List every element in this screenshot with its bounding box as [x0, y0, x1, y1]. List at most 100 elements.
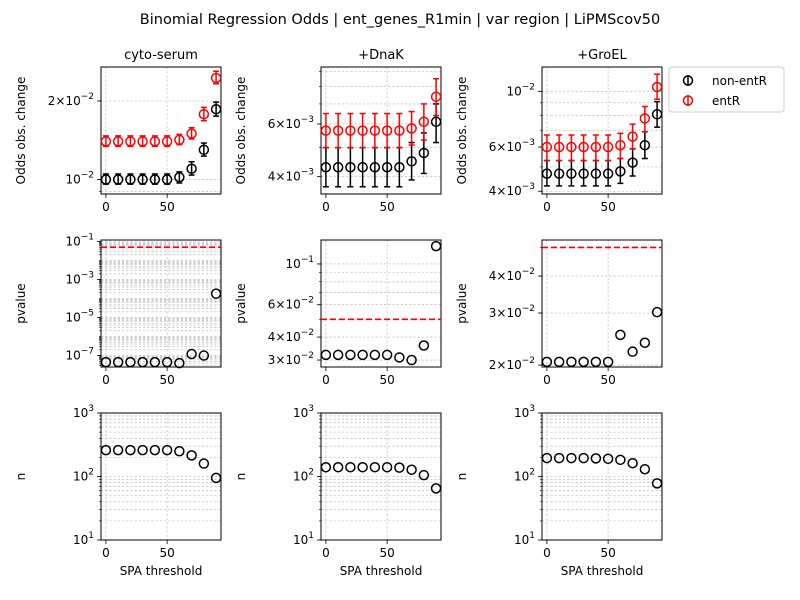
- data-point: [553, 141, 565, 153]
- data-point: [137, 136, 148, 147]
- data-point: [125, 356, 136, 368]
- x-tick-label: 50: [600, 373, 615, 387]
- data-point: [332, 125, 344, 136]
- data-point: [615, 139, 626, 151]
- data-point: [406, 123, 417, 134]
- data-point: [210, 72, 222, 84]
- data-point: [332, 349, 344, 361]
- y-tick-label: 102: [73, 468, 94, 484]
- data-point: [615, 329, 626, 341]
- data-point: [566, 168, 577, 179]
- data-point: [149, 444, 161, 456]
- data-point: [394, 125, 405, 136]
- x-tick-label: 0: [322, 373, 330, 387]
- grid-lines: [99, 67, 221, 194]
- axes-frame: [541, 66, 663, 195]
- series-values: [541, 452, 663, 489]
- axes-frame: [320, 66, 442, 195]
- data-point: [430, 91, 442, 102]
- grid-lines: [99, 240, 221, 367]
- data-point: [174, 357, 185, 369]
- data-point: [541, 141, 553, 153]
- y-tick-label: 103: [514, 404, 535, 420]
- data-point: [553, 168, 565, 179]
- series-entR: [100, 70, 222, 148]
- grid-lines: [540, 67, 662, 194]
- data-point: [406, 156, 417, 167]
- y-tick-label: 6×10−3: [489, 138, 535, 154]
- data-point: [161, 136, 173, 147]
- data-point: [578, 452, 589, 464]
- data-point: [627, 157, 638, 168]
- series-values: [320, 461, 442, 494]
- data-point: [112, 174, 124, 185]
- data-point: [345, 161, 356, 173]
- data-point: [332, 461, 344, 473]
- axes-frame: [541, 239, 663, 368]
- y-axis-label: Odds obs. change: [234, 77, 248, 185]
- data-point: [566, 356, 577, 368]
- x-tick-label: 50: [159, 546, 174, 560]
- data-point: [639, 139, 651, 151]
- panel-pvalue-cyto-serum: 0 50 10−7 10−5 10−3 10−1 pvalue: [14, 233, 222, 387]
- data-point: [320, 161, 332, 173]
- data-point: [418, 340, 430, 351]
- x-tick-label: 0: [543, 373, 551, 387]
- data-point: [149, 174, 161, 185]
- data-point: [541, 452, 553, 464]
- grid-lines: [319, 240, 441, 367]
- data-point: [369, 461, 381, 473]
- y-tick-label: 10−2: [65, 171, 94, 187]
- data-point: [381, 161, 393, 173]
- y-tick-label: 2×10−2: [489, 356, 535, 372]
- x-tick-label: 50: [159, 200, 174, 214]
- x-tick-label: 50: [379, 546, 394, 560]
- x-tick-label: 50: [600, 546, 615, 560]
- data-point: [125, 136, 136, 147]
- data-point: [369, 125, 381, 136]
- x-tick-label: 0: [322, 546, 330, 560]
- data-point: [210, 288, 222, 299]
- data-point: [394, 161, 405, 173]
- data-point: [161, 444, 173, 456]
- data-point: [566, 141, 577, 153]
- data-point: [602, 356, 614, 368]
- y-tick-label: 10−3: [65, 271, 94, 287]
- series-non-entR: [100, 101, 222, 185]
- data-point: [553, 356, 565, 368]
- data-point: [345, 349, 356, 361]
- data-point: [602, 453, 614, 465]
- data-point: [100, 174, 112, 185]
- grid-lines: [540, 240, 662, 367]
- data-point: [590, 453, 602, 464]
- x-tick-label: 0: [102, 200, 110, 214]
- data-point: [553, 452, 565, 464]
- data-point: [418, 469, 430, 481]
- series-values: [320, 240, 442, 366]
- data-point: [161, 356, 173, 368]
- data-point: [210, 472, 222, 484]
- x-tick-label: 0: [543, 546, 551, 560]
- y-tick-label: 6×10−2: [268, 296, 314, 312]
- y-axis-label: pvalue: [234, 283, 248, 323]
- y-tick-label: 4×10−2: [268, 328, 314, 344]
- data-point: [615, 454, 626, 466]
- y-tick-label: 102: [514, 468, 535, 484]
- y-axis-label: Odds obs. change: [455, 77, 469, 185]
- data-point: [320, 125, 332, 136]
- data-point: [161, 174, 173, 185]
- legend: non-entR entR: [668, 66, 785, 113]
- data-point: [651, 478, 663, 489]
- x-tick-label: 50: [379, 373, 394, 387]
- x-axis-label: SPA threshold: [120, 564, 203, 578]
- data-point: [541, 168, 553, 179]
- y-tick-label: 103: [293, 404, 314, 420]
- y-tick-label: 103: [73, 404, 94, 420]
- y-axis-label: Odds obs. change: [14, 77, 28, 185]
- data-point: [125, 444, 136, 456]
- data-point: [627, 131, 638, 142]
- series-entR: [541, 73, 663, 162]
- data-point: [210, 103, 222, 115]
